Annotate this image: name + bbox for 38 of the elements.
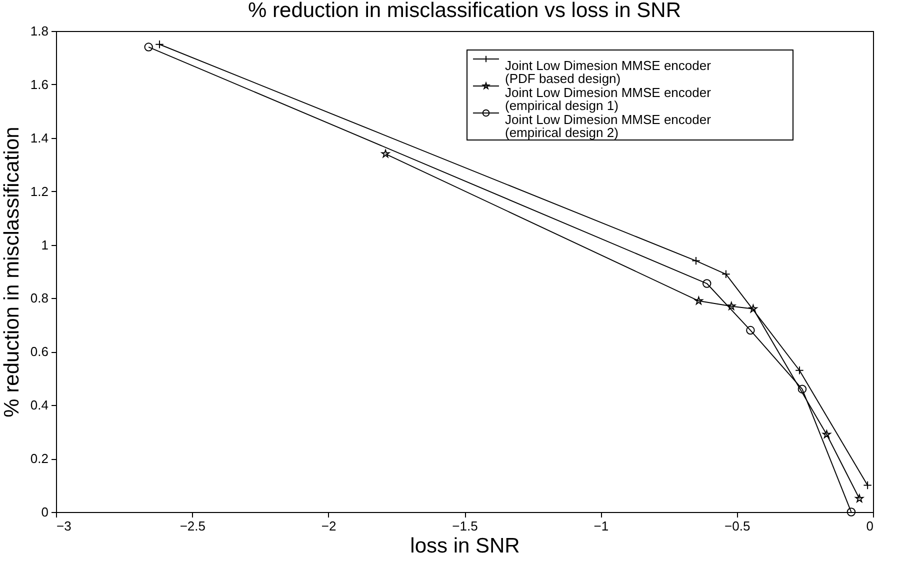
y-tick-label: 0.4 <box>30 398 48 413</box>
chart-title: % reduction in misclassification vs loss in SNR <box>248 0 681 22</box>
point <box>746 326 755 335</box>
point <box>795 366 804 375</box>
y-axis-title: % reduction in misclassification <box>0 126 24 418</box>
point <box>855 494 864 502</box>
y-tick-label: 0.8 <box>30 290 48 306</box>
point <box>846 508 856 516</box>
y-tick-label: 0.2 <box>30 451 48 466</box>
point <box>144 42 153 52</box>
y-tick-label: 0.6 <box>30 344 48 360</box>
x-axis-title: loss in SNR <box>410 534 520 558</box>
point <box>692 256 700 266</box>
x-tick-label: 0 <box>866 518 874 534</box>
point <box>822 430 831 438</box>
point <box>694 296 703 305</box>
x-tick-label: −2.5 <box>180 518 206 534</box>
x-tick-label: −3 <box>56 518 72 534</box>
point <box>798 384 807 394</box>
x-tick-label: −0.5 <box>724 518 750 534</box>
y-tick-label: 1.4 <box>30 130 48 146</box>
y-tick-label: 1.2 <box>30 184 48 199</box>
x-tick-label: −2 <box>321 518 336 534</box>
y-tick-label: 1.6 <box>30 76 48 92</box>
point <box>727 302 736 310</box>
y-tick-label: 1.8 <box>30 24 48 38</box>
point <box>863 480 872 490</box>
y-tick-label: 0 <box>41 504 48 520</box>
legend-label: Joint Low Dimesion MMSE encoder (empirical design 1) <box>505 85 712 113</box>
y-tick-label: 1 <box>41 237 48 252</box>
x-tick-label: −1 <box>594 518 609 534</box>
point <box>722 270 730 279</box>
x-tick-label: −1.5 <box>452 518 478 534</box>
point <box>702 279 712 288</box>
point <box>748 304 758 313</box>
point <box>155 40 164 49</box>
legend-label: Joint Low Dimesion MMSE encoder (PDF based design) <box>505 58 712 86</box>
legend-label: Joint Low Dimesion MMSE encoder (empirical design 2) <box>505 112 712 140</box>
